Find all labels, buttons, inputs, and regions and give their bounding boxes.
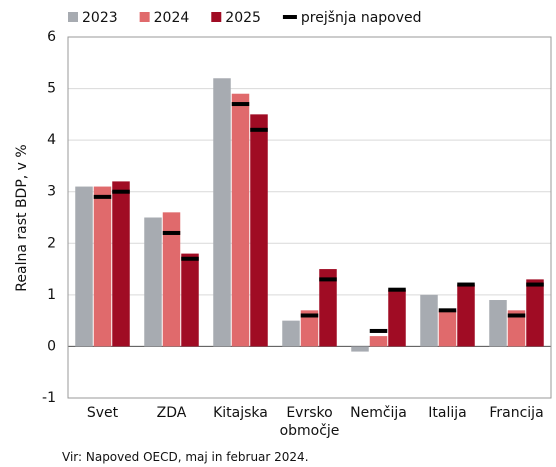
previous-forecast-marker [162,230,181,235]
bar [250,114,268,347]
previous-forecast-marker [369,328,388,333]
previous-forecast-marker [300,313,319,318]
legend-label: 2023 [82,10,118,26]
bar [231,93,250,347]
source-note: Vir: Napoved OECD, maj in februar 2024. [62,450,309,464]
y-tick-label: -1 [42,390,56,406]
previous-forecast-marker [507,313,526,318]
bar [162,212,181,347]
bar [438,310,457,347]
bar [457,284,475,347]
y-tick-label: 0 [47,338,56,354]
bar [388,289,406,347]
bar [489,300,507,347]
bar [507,310,526,347]
y-tick-label: 1 [47,287,56,303]
bar [181,253,199,347]
bar [213,78,231,347]
previous-forecast-marker [319,277,337,282]
previous-forecast-marker [526,282,544,287]
legend-label: 2025 [225,10,261,26]
legend-swatch [139,12,150,22]
x-tick-label: ZDA [156,405,187,421]
bar [319,269,337,347]
x-tick-label: Nemčija [350,405,407,421]
bar [75,186,93,347]
previous-forecast-marker [93,194,112,199]
bar [369,336,388,347]
x-tick-label: Svet [86,405,119,421]
y-tick-label: 3 [47,184,56,200]
bar [300,310,319,347]
legend-label: 2024 [154,10,190,26]
legend-swatch [68,12,78,22]
legend-marker [282,15,297,19]
y-tick-label: 5 [47,81,56,97]
bar [144,217,162,347]
plot-frame [67,36,552,399]
previous-forecast-marker [457,282,475,287]
previous-forecast-marker [438,308,457,313]
bar [112,181,130,347]
bar [282,320,300,347]
x-tick-label: Kitajska [213,405,268,421]
previous-forecast-marker [250,127,268,132]
x-tick-label: Evrsko območje [279,405,340,439]
bar [420,294,438,347]
x-tick-label: Italija [428,405,467,421]
y-tick-label: 6 [47,29,56,45]
previous-forecast-marker [388,287,406,292]
y-tick-label: 2 [47,235,56,251]
y-axis-label: Realna rast BDP, v % [14,144,30,291]
bar [93,186,112,347]
legend-label: prejšnja napoved [301,10,422,26]
legend-swatch [211,12,222,22]
bar [351,346,369,352]
previous-forecast-marker [181,256,199,261]
previous-forecast-marker [112,189,130,194]
bar [526,279,544,347]
x-tick-label: Francija [489,405,544,421]
previous-forecast-marker [231,102,250,107]
y-tick-label: 4 [47,132,56,148]
